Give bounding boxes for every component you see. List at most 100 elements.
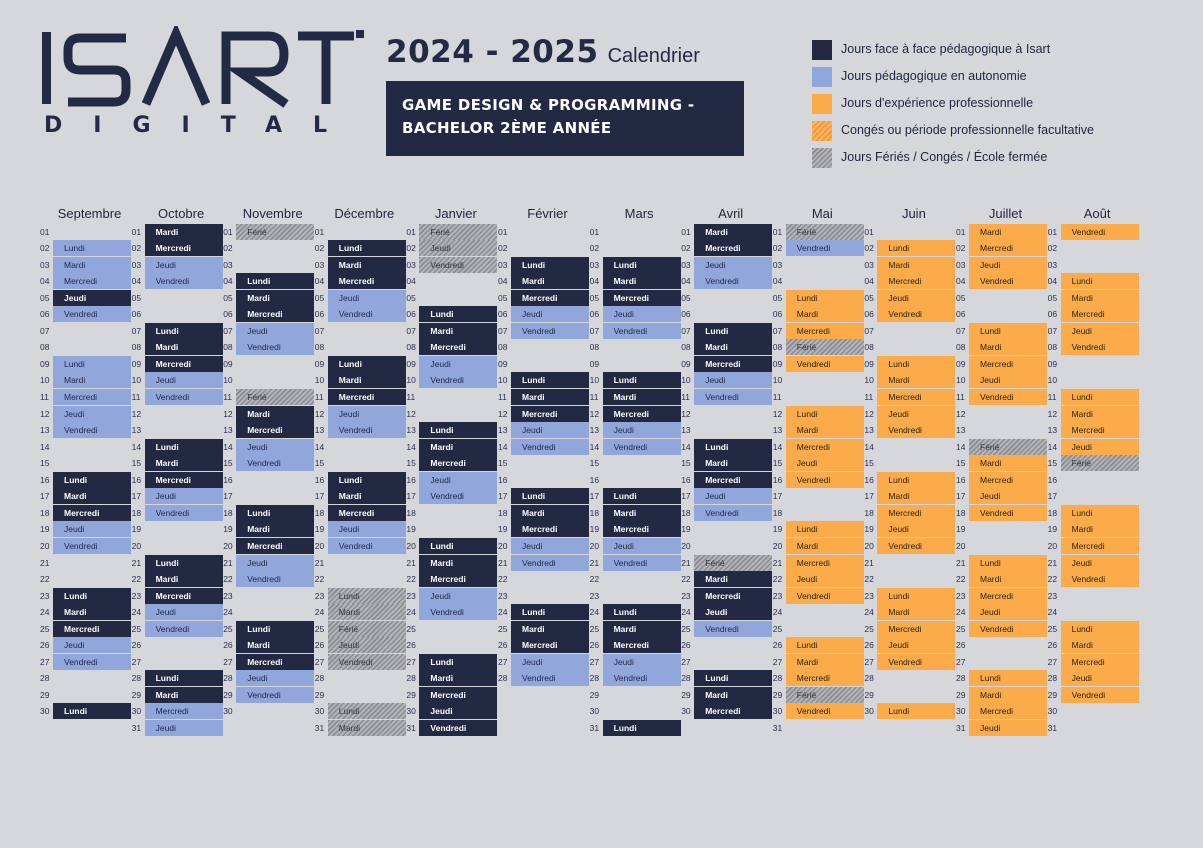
day-cell: Lundi: [969, 322, 1047, 339]
day-cell: Lundi: [327, 355, 406, 372]
day-number: 30: [1047, 706, 1058, 717]
month-header: Janvier: [434, 206, 477, 221]
day-cell: Jeudi: [1060, 554, 1139, 571]
day-cell: Vendredi: [327, 653, 406, 670]
month-header: Février: [527, 206, 568, 221]
day-number: 15: [589, 458, 600, 469]
day-cell: Jeudi: [419, 471, 498, 488]
day-number: 30: [589, 706, 600, 717]
day-cell: Lundi: [327, 471, 406, 488]
day-number: 30: [864, 706, 874, 717]
day-cell: Jeudi: [602, 653, 681, 670]
day-cell: Mercredi: [785, 670, 864, 687]
day-number: 03: [223, 259, 233, 270]
day-number: 29: [864, 689, 874, 700]
day-cell: Jeudi: [602, 537, 681, 554]
day-number: 03: [772, 259, 783, 270]
day-cell: Lundi: [511, 488, 589, 505]
day-cell: Mercredi: [144, 587, 223, 604]
day-number: 18: [223, 507, 233, 518]
day-cell: Mardi: [969, 223, 1047, 240]
day-number: 09: [223, 358, 233, 369]
day-cell: Mercredi: [144, 471, 223, 488]
day-number: 25: [40, 623, 50, 634]
day-number: 04: [589, 276, 600, 287]
day-number: 05: [864, 292, 874, 303]
day-number: 13: [864, 425, 874, 436]
day-number: 25: [314, 623, 325, 634]
day-number: 21: [40, 557, 50, 568]
day-cell: Jeudi: [327, 521, 406, 538]
day-number: 16: [956, 474, 966, 485]
day-cell: Lundi: [602, 604, 681, 621]
legend-label: Jours pédagogique en autonomie: [841, 69, 1027, 83]
day-cell: Jeudi: [694, 604, 773, 621]
day-cell: Lundi: [419, 306, 498, 323]
day-number: 11: [406, 392, 416, 402]
day-number: 11: [223, 392, 233, 402]
day-number: 23: [223, 590, 233, 601]
day-cell: Vendredi: [511, 322, 589, 339]
day-cell: Jeudi: [1060, 322, 1139, 339]
day-cell: Vendredi: [144, 504, 223, 521]
day-cell: Mercredi: [969, 355, 1047, 372]
isart-logo-mark: DIGITAL: [42, 22, 364, 138]
day-number: 15: [772, 458, 783, 469]
day-number: 17: [498, 491, 508, 502]
day-number: 21: [498, 557, 508, 568]
day-number: 12: [772, 408, 783, 419]
day-cell: Lundi: [877, 703, 956, 720]
day-number: 11: [681, 392, 691, 402]
month-header: Mars: [624, 206, 654, 221]
day-number: 16: [40, 474, 50, 485]
day-cell: Lundi: [53, 240, 131, 257]
day-number: 12: [40, 408, 50, 419]
day-number: 06: [681, 309, 691, 320]
day-cell: Mardi: [1060, 521, 1139, 538]
day-number: 13: [772, 425, 783, 436]
day-number: 06: [406, 309, 416, 320]
day-cell: Férié: [236, 223, 315, 240]
legend-label: Jours face à face pédagogique à Isart: [841, 42, 1051, 56]
day-cell: Mercredi: [602, 637, 681, 654]
day-number: 12: [1047, 408, 1058, 419]
day-cell: Mardi: [327, 604, 406, 621]
day-number: 05: [314, 292, 325, 303]
day-number: 17: [406, 491, 416, 502]
day-cell: Lundi: [694, 322, 773, 339]
day-cell: Jeudi: [1060, 438, 1139, 455]
day-cell: Mardi: [694, 455, 773, 472]
day-number: 01: [681, 226, 691, 237]
day-number: 12: [223, 408, 233, 419]
legend-swatch-navy: [812, 40, 832, 60]
day-number: 12: [406, 408, 416, 419]
day-number: 04: [40, 276, 50, 287]
day-cell: Mardi: [327, 372, 406, 389]
day-number: 15: [314, 458, 325, 469]
day-cell: Mercredi: [144, 355, 223, 372]
day-cell: Vendredi: [236, 571, 315, 588]
day-number: 29: [772, 689, 783, 700]
day-number: 31: [406, 723, 416, 733]
day-number: 10: [956, 375, 966, 386]
day-cell: Vendredi: [144, 620, 223, 637]
day-cell: Mercredi: [144, 703, 223, 720]
day-cell: Mercredi: [602, 405, 681, 422]
day-number: 22: [131, 574, 142, 585]
day-number: 06: [1047, 309, 1058, 320]
day-cell: Vendredi: [877, 306, 956, 323]
day-cell: Jeudi: [53, 637, 131, 654]
day-number: 08: [956, 342, 966, 353]
day-number: 09: [956, 358, 966, 369]
day-number: 14: [1047, 441, 1058, 452]
day-cell: Lundi: [144, 670, 223, 687]
day-number: 20: [589, 540, 600, 551]
day-cell: Jeudi: [511, 422, 589, 439]
day-cell: Lundi: [785, 289, 864, 306]
day-number: 11: [589, 392, 599, 402]
day-cell: Vendredi: [53, 537, 131, 554]
day-cell: Mardi: [511, 273, 589, 290]
day-cell: Mercredi: [511, 521, 589, 538]
day-number: 05: [681, 292, 691, 303]
day-cell: Lundi: [419, 537, 498, 554]
